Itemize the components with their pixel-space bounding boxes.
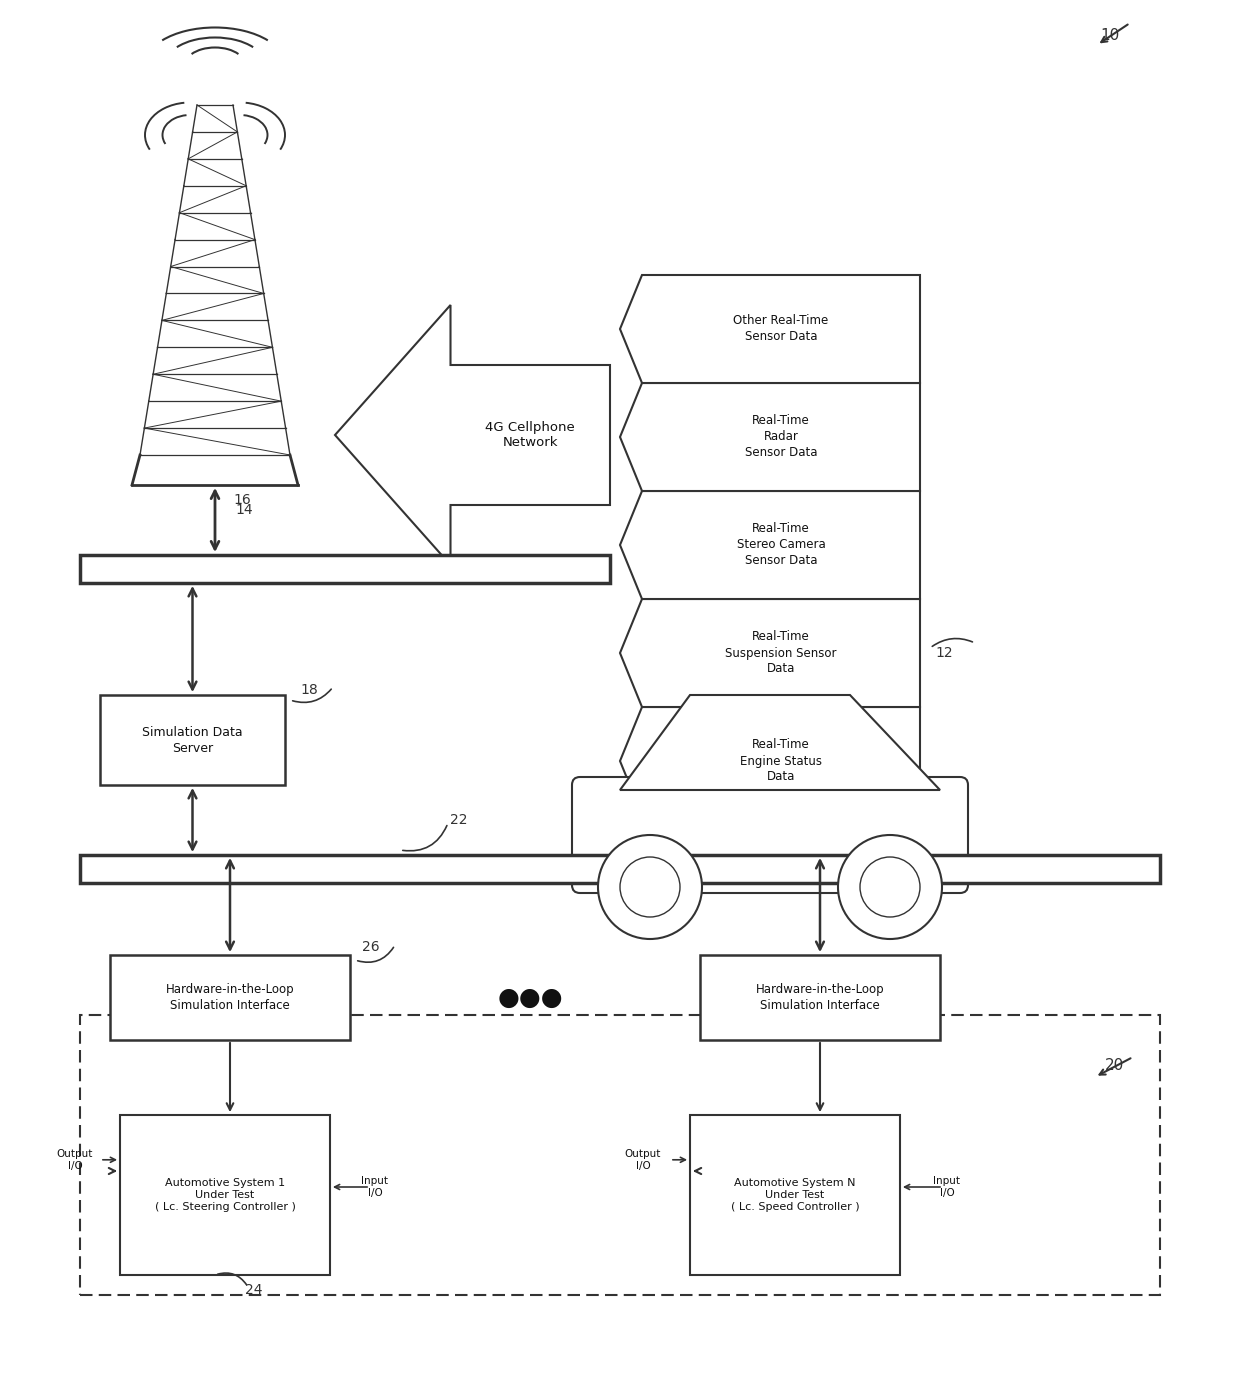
Polygon shape (620, 598, 920, 707)
Text: 24: 24 (246, 1283, 263, 1297)
FancyBboxPatch shape (81, 555, 610, 583)
Polygon shape (620, 707, 920, 815)
Text: Hardware-in-the-Loop
Simulation Interface: Hardware-in-the-Loop Simulation Interfac… (755, 983, 884, 1011)
FancyBboxPatch shape (120, 1115, 330, 1275)
Text: Real-Time
Radar
Sensor Data: Real-Time Radar Sensor Data (745, 414, 817, 459)
FancyBboxPatch shape (689, 1115, 900, 1275)
Polygon shape (620, 491, 920, 598)
Text: 16: 16 (233, 492, 250, 506)
Text: 12: 12 (935, 646, 952, 660)
Text: Input
I/O: Input I/O (934, 1176, 961, 1198)
Text: Simulation Data
Server: Simulation Data Server (143, 725, 243, 755)
Text: Hardware-in-the-Loop
Simulation Interface: Hardware-in-the-Loop Simulation Interfac… (166, 983, 294, 1011)
Text: Real-Time
Suspension Sensor
Data: Real-Time Suspension Sensor Data (725, 631, 837, 675)
FancyBboxPatch shape (81, 1016, 1159, 1295)
FancyBboxPatch shape (701, 956, 940, 1041)
Text: Output
I/O: Output I/O (57, 1148, 93, 1170)
Text: Real-Time
Stereo Camera
Sensor Data: Real-Time Stereo Camera Sensor Data (737, 523, 826, 568)
Polygon shape (620, 695, 940, 790)
FancyBboxPatch shape (572, 777, 968, 893)
Text: 10: 10 (1100, 28, 1120, 42)
FancyBboxPatch shape (100, 695, 285, 785)
Circle shape (861, 857, 920, 917)
Circle shape (598, 836, 702, 939)
Text: Other Real-Time
Sensor Data: Other Real-Time Sensor Data (733, 314, 828, 343)
Text: Automotive System 1
Under Test
( Lc. Steering Controller ): Automotive System 1 Under Test ( Lc. Ste… (155, 1177, 295, 1212)
Polygon shape (620, 384, 920, 491)
Text: Automotive System N
Under Test
( Lc. Speed Controller ): Automotive System N Under Test ( Lc. Spe… (730, 1177, 859, 1212)
Text: 18: 18 (300, 684, 317, 698)
Circle shape (620, 857, 680, 917)
Text: 22: 22 (450, 813, 467, 827)
Text: Output
I/O: Output I/O (625, 1148, 661, 1170)
Circle shape (838, 836, 942, 939)
Text: 4G Cellphone
Network: 4G Cellphone Network (485, 420, 575, 449)
Text: Real-Time
Engine Status
Data: Real-Time Engine Status Data (740, 738, 822, 784)
Text: 14: 14 (236, 504, 253, 518)
FancyBboxPatch shape (81, 855, 1159, 883)
Text: Input
I/O: Input I/O (362, 1176, 388, 1198)
Text: 26: 26 (362, 940, 379, 954)
FancyBboxPatch shape (110, 956, 350, 1041)
Polygon shape (335, 306, 610, 565)
Text: 20: 20 (1105, 1057, 1125, 1073)
Polygon shape (620, 275, 920, 384)
Text: ●●●: ●●● (497, 985, 563, 1010)
